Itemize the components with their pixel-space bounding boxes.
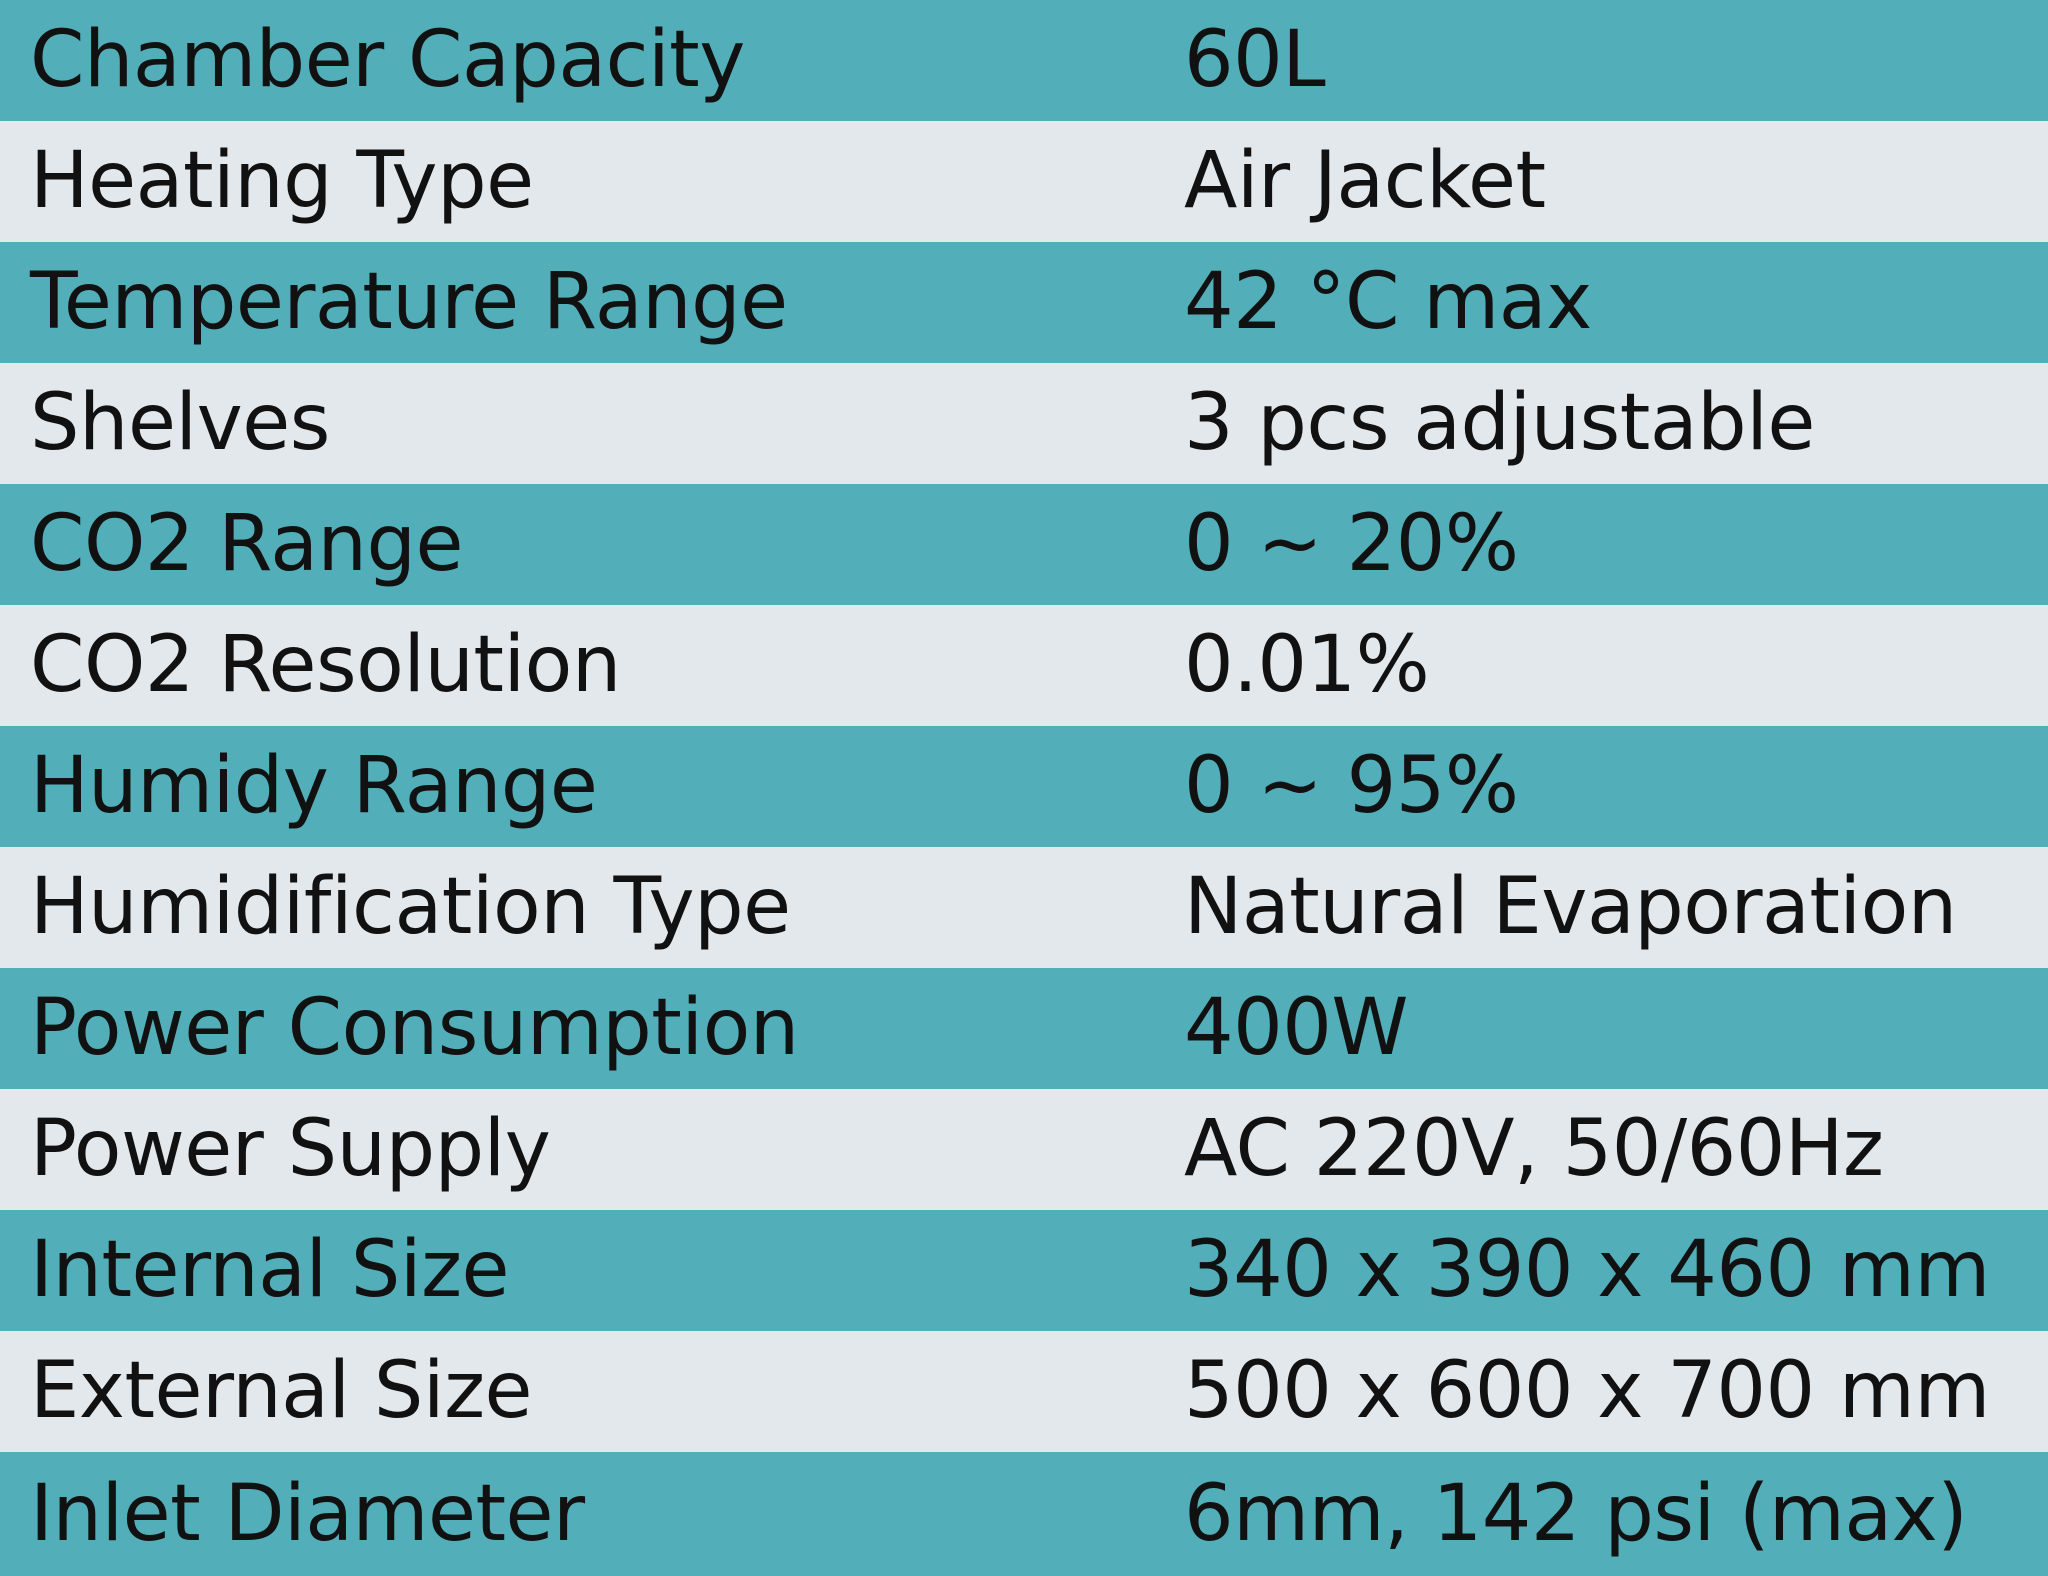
spec-value: 0 ~ 20% bbox=[1184, 499, 1519, 589]
spec-value: Air Jacket bbox=[1184, 136, 1546, 226]
spec-label: Power Consumption bbox=[30, 983, 799, 1073]
spec-row: Temperature Range 42 °C max bbox=[0, 242, 2048, 363]
spec-label: Inlet Diameter bbox=[30, 1469, 585, 1559]
spec-value: 500 x 600 x 700 mm bbox=[1184, 1346, 1990, 1436]
spec-row: Power Supply AC 220V, 50/60Hz bbox=[0, 1089, 2048, 1210]
spec-row: CO2 Range 0 ~ 20% bbox=[0, 484, 2048, 605]
spec-value: AC 220V, 50/60Hz bbox=[1184, 1104, 1884, 1194]
spec-row: Power Consumption 400W bbox=[0, 968, 2048, 1089]
spec-value: 340 x 390 x 460 mm bbox=[1184, 1225, 1990, 1315]
spec-row: Humidy Range 0 ~ 95% bbox=[0, 726, 2048, 847]
spec-row: Heating Type Air Jacket bbox=[0, 121, 2048, 242]
spec-label: Temperature Range bbox=[30, 257, 788, 347]
spec-value: 6mm, 142 psi (max) bbox=[1184, 1469, 1968, 1559]
spec-row: External Size 500 x 600 x 700 mm bbox=[0, 1331, 2048, 1452]
spec-value: 60L bbox=[1184, 15, 1326, 105]
spec-label: Chamber Capacity bbox=[30, 15, 745, 105]
spec-label: CO2 Range bbox=[30, 499, 464, 589]
spec-row: Inlet Diameter 6mm, 142 psi (max) bbox=[0, 1452, 2048, 1576]
spec-label: Internal Size bbox=[30, 1225, 510, 1315]
spec-label: Power Supply bbox=[30, 1104, 551, 1194]
spec-label: CO2 Resolution bbox=[30, 620, 621, 710]
spec-row: Shelves 3 pcs adjustable bbox=[0, 363, 2048, 484]
spec-row: Chamber Capacity 60L bbox=[0, 0, 2048, 121]
spec-label: Heating Type bbox=[30, 136, 534, 226]
spec-value: 0.01% bbox=[1184, 620, 1430, 710]
spec-value: 400W bbox=[1184, 983, 1409, 1073]
spec-value: Natural Evaporation bbox=[1184, 862, 1957, 952]
spec-row: CO2 Resolution 0.01% bbox=[0, 605, 2048, 726]
spec-value: 0 ~ 95% bbox=[1184, 741, 1519, 831]
spec-row: Internal Size 340 x 390 x 460 mm bbox=[0, 1210, 2048, 1331]
spec-value: 3 pcs adjustable bbox=[1184, 378, 1815, 468]
spec-label: Shelves bbox=[30, 378, 330, 468]
spec-label: Humidy Range bbox=[30, 741, 598, 831]
spec-row: Humidification Type Natural Evaporation bbox=[0, 847, 2048, 968]
spec-label: External Size bbox=[30, 1346, 533, 1436]
spec-label: Humidification Type bbox=[30, 862, 791, 952]
spec-value: 42 °C max bbox=[1184, 257, 1592, 347]
